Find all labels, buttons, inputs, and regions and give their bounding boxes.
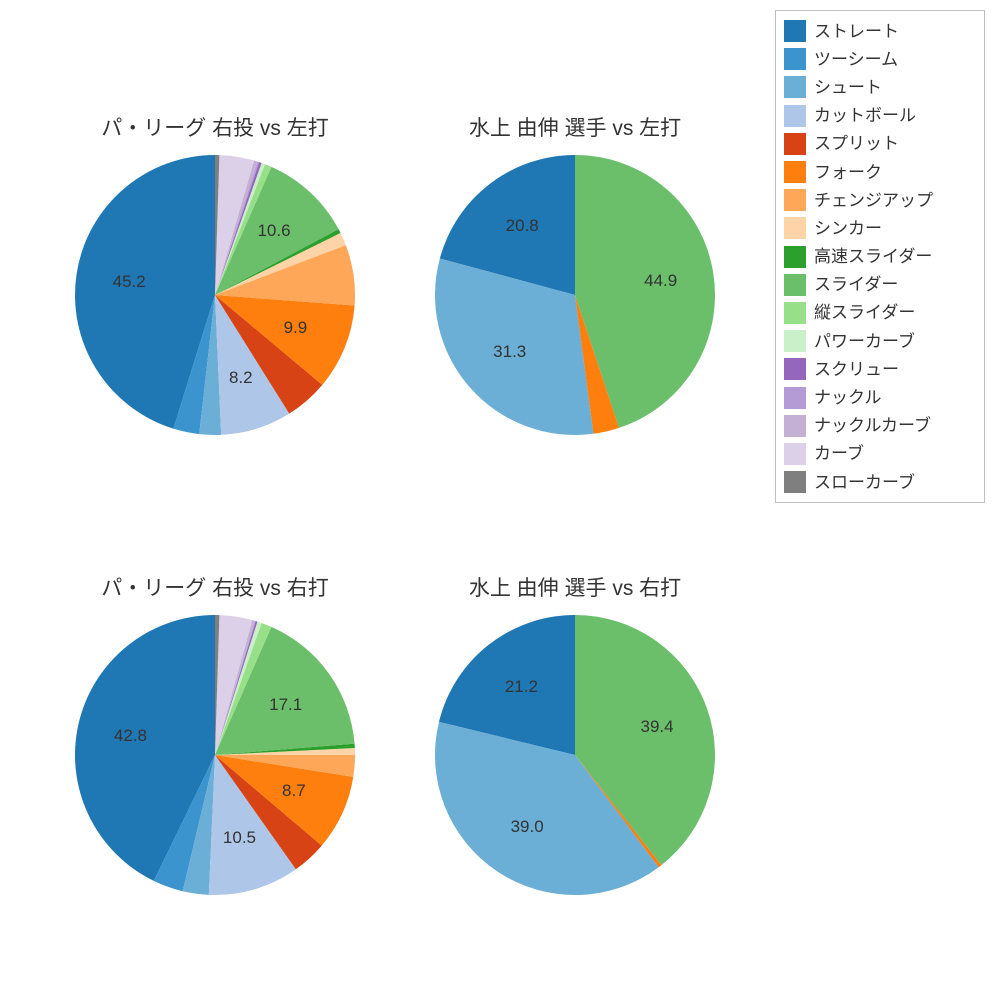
legend-item-two_seam: ツーシーム <box>784 45 976 73</box>
legend-label-straight: ストレート <box>814 23 899 40</box>
legend-item-screw: スクリュー <box>784 355 976 383</box>
legend-swatch-cutball <box>784 105 806 127</box>
legend-swatch-slow_curve <box>784 471 806 493</box>
legend-label-split: スプリット <box>814 135 899 152</box>
pie-mizukami-vs-rhb <box>433 613 717 897</box>
legend-label-slow_curve: スローカーブ <box>814 474 915 491</box>
legend-swatch-split <box>784 133 806 155</box>
legend-swatch-changeup <box>784 189 806 211</box>
legend-swatch-fork <box>784 161 806 183</box>
legend-item-curve: カーブ <box>784 440 976 468</box>
legend-item-slider: スライダー <box>784 271 976 299</box>
legend-item-power_curve: パワーカーブ <box>784 327 976 355</box>
legend-item-knuckle_curve: ナックルカーブ <box>784 412 976 440</box>
legend-swatch-two_seam <box>784 48 806 70</box>
legend-item-sinker: シンカー <box>784 214 976 242</box>
legend-label-screw: スクリュー <box>814 361 899 378</box>
legend-swatch-knuckle_curve <box>784 415 806 437</box>
pie-pl-rhp-vs-lhb <box>73 153 357 437</box>
legend-swatch-sinker <box>784 217 806 239</box>
legend-item-fork: フォーク <box>784 158 976 186</box>
legend-item-slow_curve: スローカーブ <box>784 468 976 496</box>
legend-item-knuckle: ナックル <box>784 383 976 411</box>
legend-swatch-slider <box>784 274 806 296</box>
chart-title-pl-rhp-vs-lhb: パ・リーグ 右投 vs 左打 <box>15 112 415 142</box>
legend-item-changeup: チェンジアップ <box>784 186 976 214</box>
legend-label-slider: スライダー <box>814 276 898 293</box>
legend-swatch-shoot <box>784 76 806 98</box>
legend-swatch-power_curve <box>784 330 806 352</box>
legend-label-vertical_slider: 縦スライダー <box>814 304 915 321</box>
chart-title-mizukami-vs-lhb: 水上 由伸 選手 vs 左打 <box>375 112 775 142</box>
pie-mizukami-vs-lhb <box>433 153 717 437</box>
legend-swatch-screw <box>784 358 806 380</box>
chart-title-pl-rhp-vs-rhb: パ・リーグ 右投 vs 右打 <box>15 572 415 602</box>
legend-label-fork: フォーク <box>814 164 882 181</box>
legend-swatch-high_speed_slider <box>784 246 806 268</box>
legend-label-two_seam: ツーシーム <box>814 51 898 68</box>
chart-title-mizukami-vs-rhb: 水上 由伸 選手 vs 右打 <box>375 572 775 602</box>
legend-label-high_speed_slider: 高速スライダー <box>814 248 932 265</box>
legend-label-shoot: シュート <box>814 79 882 96</box>
legend-item-shoot: シュート <box>784 73 976 101</box>
legend: ストレートツーシームシュートカットボールスプリットフォークチェンジアップシンカー… <box>775 10 985 503</box>
legend-item-cutball: カットボール <box>784 102 976 130</box>
legend-item-split: スプリット <box>784 130 976 158</box>
legend-item-vertical_slider: 縦スライダー <box>784 299 976 327</box>
legend-label-sinker: シンカー <box>814 220 882 237</box>
legend-label-power_curve: パワーカーブ <box>814 333 915 350</box>
legend-swatch-straight <box>784 20 806 42</box>
legend-label-curve: カーブ <box>814 445 864 462</box>
legend-label-changeup: チェンジアップ <box>814 192 933 209</box>
legend-swatch-vertical_slider <box>784 302 806 324</box>
pie-pl-rhp-vs-rhb <box>73 613 357 897</box>
legend-swatch-curve <box>784 443 806 465</box>
legend-label-knuckle_curve: ナックルカーブ <box>814 417 931 434</box>
legend-swatch-knuckle <box>784 387 806 409</box>
legend-item-high_speed_slider: 高速スライダー <box>784 243 976 271</box>
legend-label-knuckle: ナックル <box>814 389 882 406</box>
legend-item-straight: ストレート <box>784 17 976 45</box>
legend-label-cutball: カットボール <box>814 107 916 124</box>
